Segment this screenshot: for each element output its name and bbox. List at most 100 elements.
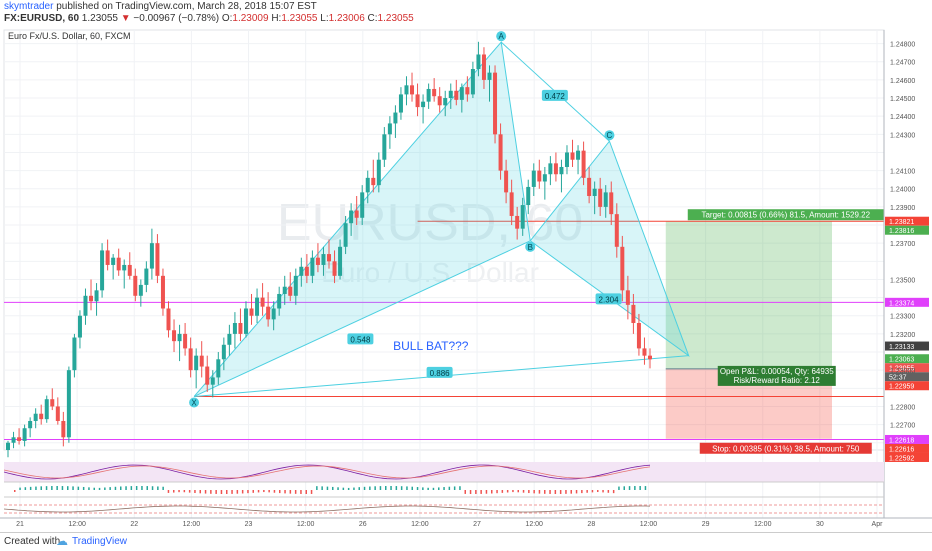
macd-bar-118 [639, 486, 641, 490]
x-tick-label-14: 30 [816, 521, 824, 528]
candle-body-8 [50, 399, 55, 407]
low-value: 1.23006 [328, 13, 365, 24]
high-label: H: [271, 13, 282, 24]
candle-body-97 [542, 174, 547, 182]
candle-body-74 [415, 94, 420, 108]
candle-body-92 [515, 215, 520, 229]
candle-body-99 [553, 163, 558, 175]
macd-bar-56 [310, 490, 313, 494]
candle-body-91 [509, 192, 514, 216]
y-tick-label-19: 1.24500 [890, 96, 915, 103]
candle-body-24 [138, 284, 143, 296]
macd-bar-66 [363, 486, 366, 490]
macd-bar-53 [294, 490, 297, 494]
point-marker-A [496, 31, 507, 42]
macd-bar-18 [109, 487, 111, 490]
created-with: Created with [4, 536, 61, 547]
macd-bar-79 [432, 487, 435, 490]
candle-body-44 [249, 308, 254, 316]
macd-bar-71 [390, 486, 392, 490]
author-link[interactable]: skymtrader [4, 1, 54, 12]
macd-bar-13 [82, 486, 85, 490]
candle-body-47 [266, 306, 271, 320]
candle-body-110 [614, 214, 619, 247]
macd-bar-16 [98, 487, 101, 490]
macd-bar-40 [226, 490, 228, 494]
target-zone [665, 221, 832, 369]
candle-body-58 [327, 254, 331, 262]
open-label: O: [221, 13, 233, 24]
ratio-label-2: 2.304 [599, 295, 620, 304]
macd-bar-62 [342, 487, 345, 490]
macd-bar-19 [114, 486, 117, 490]
candle-body-5 [33, 413, 38, 421]
ohlc-line: FX:EURUSD, 60 1.23055 ▼ −0.00967 (−0.78%… [4, 13, 414, 24]
x-tick-label-12: 29 [702, 521, 710, 528]
stop-label-box [699, 442, 872, 454]
macd-bar-57 [316, 486, 318, 490]
macd-bar-75 [411, 486, 413, 490]
candle-body-80 [448, 90, 453, 99]
candle-body-34 [194, 355, 199, 371]
candle-body-95 [531, 170, 536, 187]
macd-bar-65 [358, 487, 360, 490]
candle-body-77 [432, 88, 437, 97]
macd-bar-45 [252, 490, 254, 493]
x-tick-label-10: 28 [587, 521, 595, 528]
macd-bar-32 [183, 490, 186, 493]
candle-body-48 [271, 308, 276, 320]
x-tick-label-3: 12:00 [183, 521, 201, 528]
tradingview-brand[interactable]: TradingView [72, 536, 128, 547]
macd-bar-96 [522, 490, 525, 493]
y-tick-label-9: 1.23500 [890, 277, 915, 284]
y-tick-label-7: 1.23300 [890, 314, 915, 321]
candle-body-54 [304, 266, 309, 276]
candle-body-69 [387, 123, 392, 135]
x-tick-label-7: 12:00 [411, 521, 429, 528]
candle-body-72 [404, 85, 409, 95]
last-price: 1.23055 [81, 13, 118, 24]
candle-body-112 [625, 290, 630, 305]
price-tag-box-9 [885, 443, 929, 453]
candle-body-33 [188, 348, 193, 371]
candle-body-70 [393, 112, 398, 124]
candle-body-62 [349, 210, 354, 224]
candle-body-83 [465, 87, 470, 95]
macd-bar-4 [35, 486, 37, 490]
price-tag-9: 1.22616 [889, 446, 914, 453]
candle-body-56 [315, 257, 320, 265]
candle-body-40 [227, 333, 232, 345]
macd-bar-50 [279, 490, 281, 494]
macd-bar-25 [146, 486, 148, 490]
candle-body-103 [576, 150, 581, 160]
x-tick-label-9: 12:00 [525, 521, 543, 528]
tradingview-cloud-icon: ☁ [56, 534, 68, 548]
macd-bar-49 [273, 490, 276, 493]
pnl-label: Open P&L: 0.00054, Qty: 64935 [720, 367, 834, 376]
macd-bar-108 [586, 490, 588, 493]
candle-body-14 [83, 295, 88, 316]
candle-body-93 [520, 205, 525, 229]
macd-bar-5 [40, 486, 42, 490]
y-tick-label-17: 1.24300 [890, 132, 915, 139]
candle-body-25 [144, 268, 149, 285]
macd-bar-92 [501, 490, 504, 493]
macd-bar-58 [321, 486, 323, 490]
candle-body-30 [172, 330, 177, 342]
y-tick-label-20: 1.24600 [890, 78, 915, 85]
macd-bar-85 [464, 490, 466, 494]
y-tick-label-21: 1.24700 [890, 60, 915, 67]
macd-bar-28 [162, 486, 164, 490]
published-text: published on TradingView.com, March 28, … [56, 1, 317, 12]
macd-bar-104 [565, 490, 567, 494]
macd-bar-99 [538, 490, 541, 494]
candle-body-6 [39, 413, 44, 420]
macd-bar-26 [151, 486, 154, 490]
candle-body-3 [22, 428, 27, 441]
macd-bar-91 [496, 490, 498, 494]
low-label: L: [320, 13, 329, 24]
candle-body-46 [260, 297, 265, 307]
candle-body-106 [592, 188, 597, 197]
candle-body-60 [338, 246, 343, 276]
